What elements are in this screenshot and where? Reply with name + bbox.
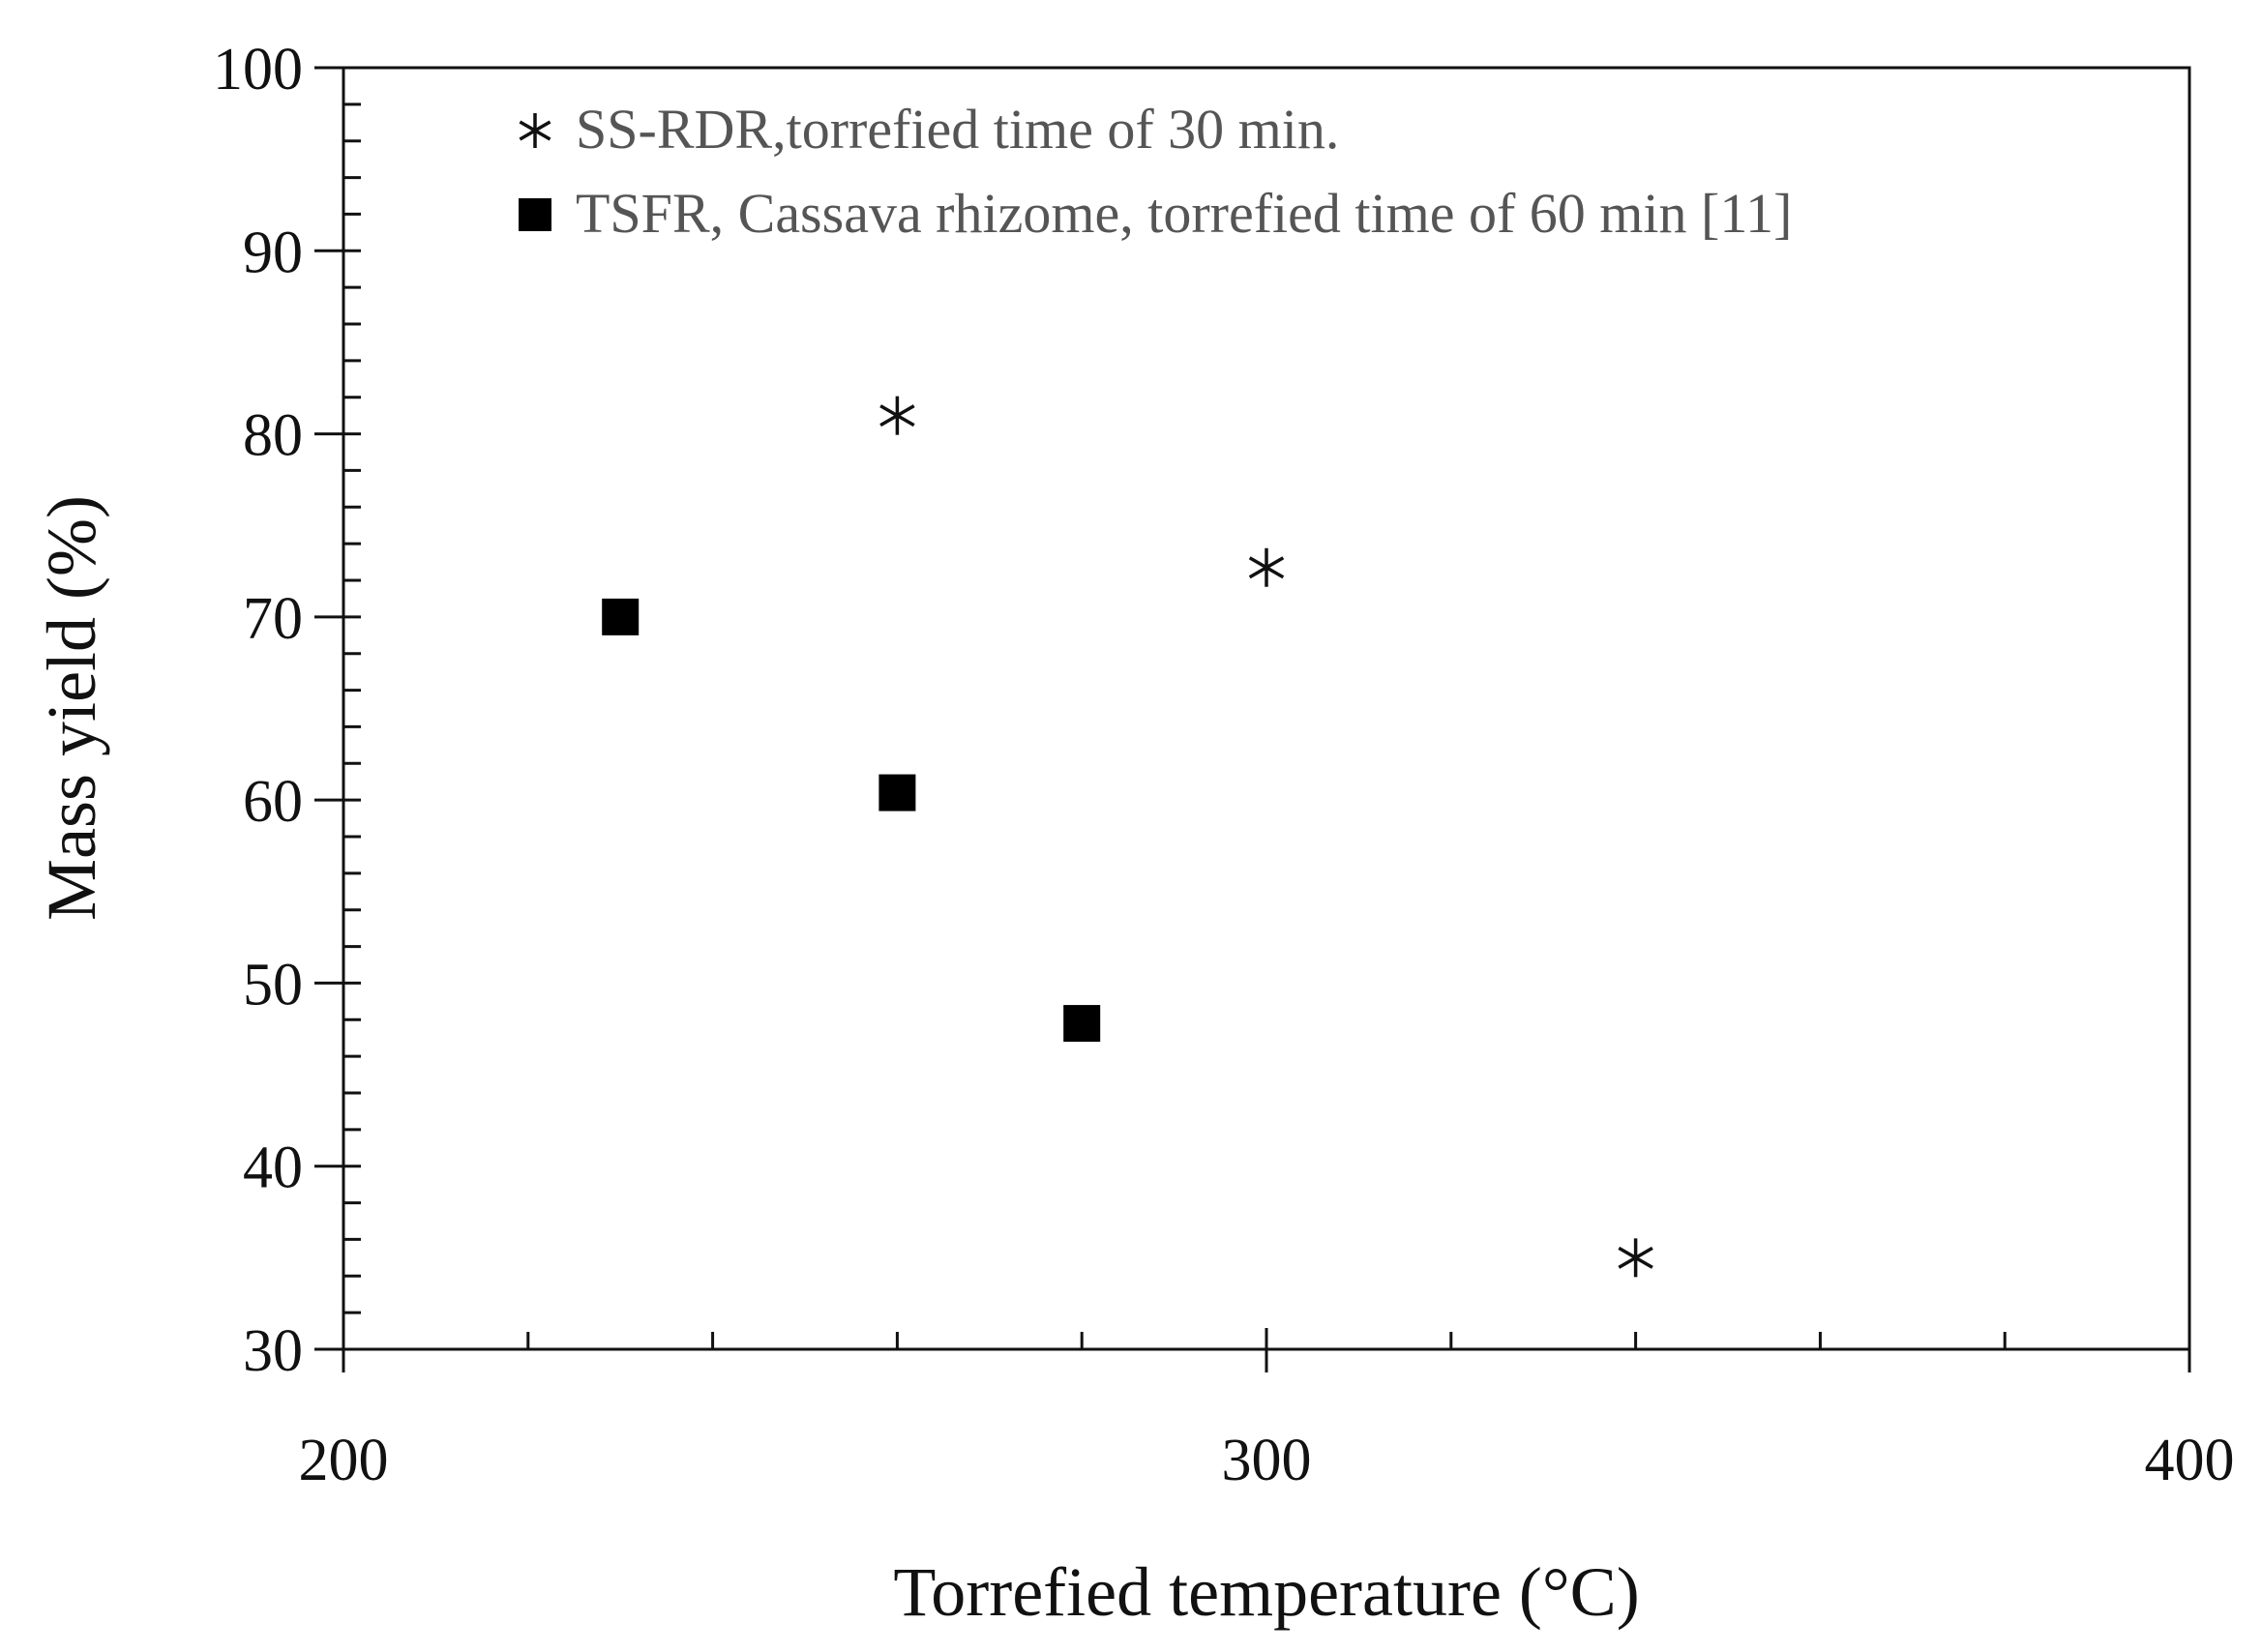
y-axis-title: Mass yield (%) — [33, 495, 110, 921]
asterisk-stroke — [1618, 1246, 1653, 1269]
asterisk-stroke — [1248, 556, 1285, 579]
legend-asterisk-shape — [519, 113, 551, 148]
data-point-ss-rdr — [879, 396, 915, 435]
y-tick-label: 30 — [243, 1318, 303, 1384]
legend-marker-asterisk-icon — [519, 113, 551, 148]
y-tick-label: 40 — [243, 1136, 303, 1201]
y-tick-label: 90 — [243, 220, 303, 285]
data-point-tsfr — [1063, 1005, 1101, 1043]
legend-label-ss-rdr: SS-RDR,torrefied time of 30 min. — [576, 98, 1339, 161]
data-point-tsfr — [602, 598, 640, 635]
legend-label-tsfr: TSFR, Cassava rhizome, torrefied time of… — [576, 182, 1792, 245]
data-point-ss-rdr — [1618, 1238, 1653, 1278]
legend-square-shape — [519, 198, 551, 231]
data-point-ss-rdr — [1248, 547, 1285, 587]
y-tick-label: 60 — [243, 769, 303, 835]
plot-area-frame — [342, 66, 2191, 1351]
x-tick-label: 200 — [299, 1428, 389, 1493]
asterisk-stroke — [879, 404, 915, 428]
data-points — [602, 396, 1653, 1278]
y-tick-label: 100 — [213, 37, 303, 103]
y-tick-label: 70 — [243, 586, 303, 652]
x-axis-title: Torrefied temperature (°C) — [893, 1553, 1639, 1631]
data-point-tsfr — [878, 774, 916, 811]
x-tick-label: 400 — [2145, 1428, 2235, 1493]
x-tick-label: 300 — [1222, 1428, 1312, 1493]
y-tick-label: 50 — [243, 952, 303, 1018]
axis-ticks — [314, 66, 2191, 1372]
asterisk-stroke — [519, 120, 551, 141]
y-tick-label: 80 — [243, 403, 303, 469]
axis-tick-labels: 200 300 400 30 40 50 60 70 80 90 100 — [213, 37, 2235, 1493]
legend: SS-RDR,torrefied time of 30 min. TSFR, C… — [519, 98, 1792, 245]
legend-marker-square-icon — [519, 198, 551, 231]
